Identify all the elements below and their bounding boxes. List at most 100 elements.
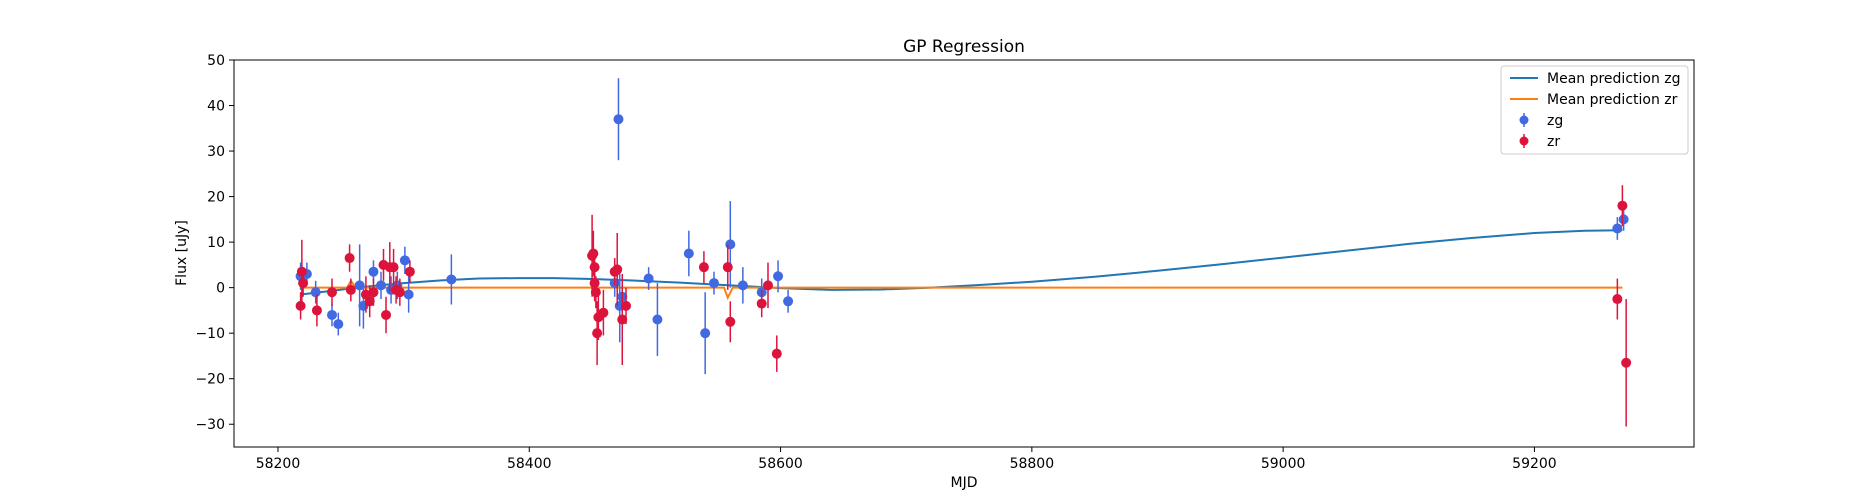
point-marker bbox=[1618, 214, 1629, 225]
data-point bbox=[756, 289, 767, 318]
point-marker bbox=[722, 262, 733, 273]
data-point bbox=[598, 289, 609, 336]
point-marker bbox=[613, 114, 624, 125]
point-marker bbox=[588, 248, 599, 259]
y-tick-label: −10 bbox=[195, 326, 225, 342]
data-point bbox=[354, 244, 365, 327]
point-marker bbox=[327, 309, 338, 320]
point-marker bbox=[399, 255, 410, 266]
series-line bbox=[300, 278, 1623, 301]
legend-label: Mean prediction zg bbox=[1547, 71, 1681, 87]
data-point bbox=[783, 289, 794, 313]
y-tick-label: −30 bbox=[195, 417, 225, 433]
data-point bbox=[376, 271, 387, 300]
axes-frame bbox=[233, 59, 1695, 448]
data-point bbox=[698, 251, 709, 284]
data-point bbox=[1621, 299, 1632, 427]
point-marker bbox=[333, 319, 344, 330]
data-point bbox=[1612, 278, 1623, 320]
y-axis-ticks: −30 −20 −10 0 10 20 30 40 50 bbox=[195, 53, 234, 433]
point-marker bbox=[403, 289, 414, 300]
data-point bbox=[613, 78, 624, 161]
legend-label: Mean prediction zr bbox=[1547, 92, 1678, 108]
point-marker bbox=[708, 278, 719, 289]
legend-marker-swatch bbox=[1519, 136, 1529, 146]
x-tick-label: 58800 bbox=[1010, 456, 1055, 472]
data-point bbox=[296, 239, 307, 304]
data-point bbox=[617, 273, 628, 366]
legend: Mean prediction zg Mean prediction zr zg zr bbox=[1500, 65, 1689, 155]
point-marker bbox=[592, 328, 603, 339]
point-marker bbox=[617, 314, 628, 325]
point-marker bbox=[698, 262, 709, 273]
legend-label: zr bbox=[1547, 134, 1560, 150]
data-point bbox=[683, 230, 694, 277]
data-point bbox=[1618, 207, 1629, 231]
point-marker bbox=[376, 280, 387, 291]
point-marker bbox=[643, 273, 654, 284]
point-marker bbox=[683, 248, 694, 259]
data-point bbox=[345, 278, 356, 302]
data-point bbox=[381, 296, 392, 334]
point-marker bbox=[773, 271, 784, 282]
data-point bbox=[708, 271, 719, 295]
point-marker bbox=[598, 307, 609, 318]
point-marker bbox=[368, 287, 379, 298]
y-tick-label: 20 bbox=[207, 190, 225, 206]
point-marker bbox=[762, 280, 773, 291]
point-marker bbox=[404, 266, 415, 277]
data-point bbox=[298, 269, 309, 297]
data-point bbox=[722, 244, 733, 290]
data-point bbox=[700, 292, 711, 375]
point-marker bbox=[783, 296, 794, 307]
data-point bbox=[737, 267, 748, 304]
point-marker bbox=[590, 287, 601, 298]
point-marker bbox=[354, 280, 365, 291]
x-tick-label: 58200 bbox=[256, 456, 301, 472]
point-marker bbox=[311, 305, 322, 316]
legend-entry: zr bbox=[1519, 134, 1560, 150]
series-line bbox=[300, 229, 1623, 296]
point-marker bbox=[388, 262, 399, 273]
y-axis-label: Flux [uJy] bbox=[174, 220, 190, 286]
legend-marker-swatch bbox=[1519, 115, 1529, 125]
data-point bbox=[1612, 217, 1623, 240]
point-marker bbox=[621, 300, 632, 311]
point-marker bbox=[700, 328, 711, 339]
data-point bbox=[725, 301, 736, 343]
data-point bbox=[771, 335, 782, 372]
point-marker bbox=[364, 296, 375, 307]
point-marker bbox=[368, 266, 379, 277]
point-marker bbox=[327, 287, 338, 298]
point-marker bbox=[310, 287, 321, 298]
legend-label: zg bbox=[1547, 113, 1563, 129]
data-point bbox=[399, 246, 410, 274]
y-tick-label: 10 bbox=[207, 235, 225, 251]
point-marker bbox=[652, 314, 663, 325]
data-point bbox=[404, 260, 415, 284]
x-tick-label: 58600 bbox=[758, 456, 803, 472]
point-marker bbox=[296, 266, 307, 277]
data-point bbox=[773, 260, 784, 293]
data-point bbox=[446, 254, 457, 305]
point-marker bbox=[612, 264, 623, 275]
point-marker bbox=[381, 309, 392, 320]
point-marker bbox=[589, 278, 600, 289]
point-marker bbox=[295, 300, 306, 311]
data-point bbox=[1617, 185, 1628, 227]
data-point bbox=[295, 292, 306, 320]
point-marker bbox=[737, 280, 748, 291]
data-point bbox=[327, 278, 338, 306]
point-marker bbox=[756, 298, 767, 309]
data-point bbox=[643, 267, 654, 290]
legend-box bbox=[1500, 65, 1689, 155]
data-point bbox=[311, 294, 322, 327]
data-point bbox=[621, 287, 632, 325]
point-marker bbox=[1612, 294, 1623, 305]
legend-entry: zg bbox=[1519, 113, 1563, 129]
point-marker bbox=[394, 287, 405, 298]
point-marker bbox=[1621, 357, 1632, 368]
point-marker bbox=[345, 284, 356, 295]
data-point bbox=[652, 283, 663, 356]
